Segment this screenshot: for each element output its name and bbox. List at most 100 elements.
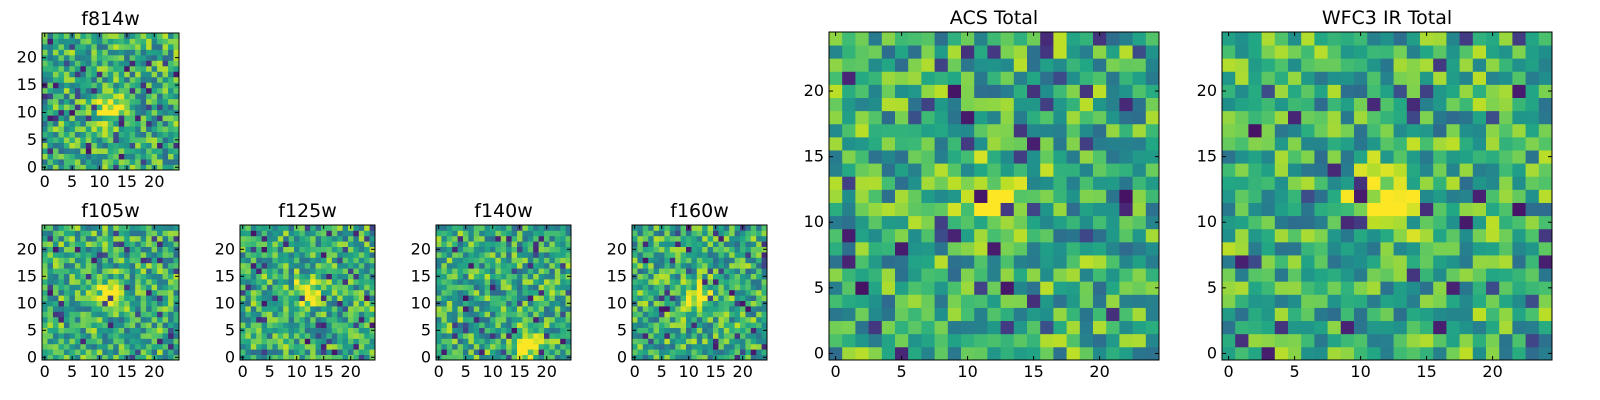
heatmap-cell [140, 82, 147, 89]
heatmap-cell [91, 60, 98, 67]
heatmap-cell [1301, 123, 1315, 138]
heatmap-cell [961, 255, 975, 269]
heatmap-cell [745, 246, 752, 253]
heatmap-cell [47, 148, 54, 154]
heatmap-cell [1380, 45, 1394, 59]
heatmap-cell [299, 230, 306, 237]
heatmap-cell [1393, 320, 1408, 335]
heatmap-cell [267, 235, 273, 242]
heatmap-cell [495, 333, 502, 339]
heatmap-cell [91, 148, 98, 154]
heatmap-cell [69, 115, 76, 122]
heatmap-cell [96, 338, 103, 345]
heatmap-cell [648, 349, 654, 355]
heatmap-cell [47, 268, 54, 274]
heatmap-cell [118, 43, 125, 50]
heatmap-cell [102, 289, 109, 296]
heatmap-cell [69, 257, 76, 264]
heatmap-cell [1274, 228, 1289, 243]
heatmap-cell [74, 65, 81, 72]
x-tick-label: 20 [1089, 362, 1109, 381]
heatmap-cell [151, 316, 158, 323]
heatmap-cell [495, 225, 502, 231]
heatmap-cell [245, 246, 252, 253]
heatmap-cell [921, 97, 935, 112]
heatmap-cell [168, 120, 174, 127]
heatmap-cell [118, 71, 125, 78]
heatmap-cell [113, 71, 120, 78]
heatmap-cell [96, 49, 103, 56]
heatmap-cell [479, 322, 485, 328]
heatmap-cell [337, 322, 343, 328]
heatmap-cell [1354, 268, 1368, 282]
heatmap-cell [310, 252, 316, 258]
heatmap-cell [495, 279, 502, 285]
heatmap-cell [868, 32, 883, 46]
heatmap-cell [261, 289, 268, 296]
heatmap-cell [331, 284, 338, 291]
heatmap-cell [1393, 294, 1408, 308]
heatmap-cell [987, 45, 1001, 59]
heatmap-cell [157, 225, 163, 231]
heatmap-cell [267, 306, 273, 312]
heatmap-cell [85, 279, 92, 285]
heatmap-cell [895, 32, 909, 46]
heatmap-cell [664, 343, 671, 350]
heatmap-cell [310, 257, 316, 264]
heatmap-cell [934, 71, 949, 85]
heatmap-cell [85, 257, 92, 264]
heatmap-cell [1367, 84, 1381, 98]
heatmap-cell [947, 320, 962, 335]
heatmap-cell [675, 300, 681, 307]
heatmap-cell [974, 110, 988, 125]
heatmap-cell [1066, 71, 1081, 85]
heatmap-cell [96, 273, 103, 280]
heatmap-cell [632, 295, 638, 301]
heatmap-cell [446, 316, 453, 323]
heatmap-cell [353, 311, 360, 318]
heatmap-cell [921, 32, 935, 46]
heatmap-cell [1248, 58, 1262, 72]
heatmap-cell [549, 230, 556, 237]
heatmap-cell [256, 289, 262, 296]
heatmap-cell [522, 306, 529, 312]
heatmap-cell [1132, 268, 1147, 282]
heatmap-cell [364, 230, 370, 237]
heatmap-cell [1119, 163, 1133, 177]
heatmap-cell [63, 33, 70, 39]
heatmap-cell [151, 246, 158, 253]
y-tick-label: 0 [814, 343, 824, 362]
heatmap-cell [1145, 150, 1160, 164]
heatmap-cell [304, 235, 311, 242]
heatmap-cell [1119, 255, 1133, 269]
heatmap-cell [565, 230, 572, 237]
heatmap-cell [96, 104, 103, 111]
heatmap-cell [961, 307, 975, 322]
heatmap-cell [107, 316, 114, 323]
heatmap-cell [452, 284, 458, 291]
heatmap-cell [331, 246, 338, 253]
heatmap-cell [353, 354, 360, 361]
heatmap-cell [151, 109, 158, 116]
heatmap-cell [1499, 97, 1513, 112]
heatmap-cell [522, 235, 529, 242]
heatmap-cell [288, 300, 295, 307]
heatmap-cell [506, 252, 512, 258]
heatmap-cell [173, 338, 180, 345]
heatmap-cell [1420, 320, 1434, 335]
heatmap-cell [124, 230, 131, 237]
heatmap-cell [544, 257, 550, 264]
heatmap-cell [74, 241, 81, 247]
heatmap-cell [364, 279, 370, 285]
heatmap-cell [934, 320, 949, 335]
heatmap-cell [1222, 241, 1236, 256]
heatmap-cell [146, 38, 152, 45]
heatmap-cell [118, 115, 125, 122]
heatmap-cell [517, 279, 523, 285]
heatmap-cell [947, 58, 962, 72]
heatmap-cell [934, 110, 949, 125]
heatmap-cell [80, 49, 87, 56]
heatmap-cell [74, 71, 81, 78]
heatmap-cell [250, 268, 257, 274]
heatmap-cell [47, 98, 54, 105]
